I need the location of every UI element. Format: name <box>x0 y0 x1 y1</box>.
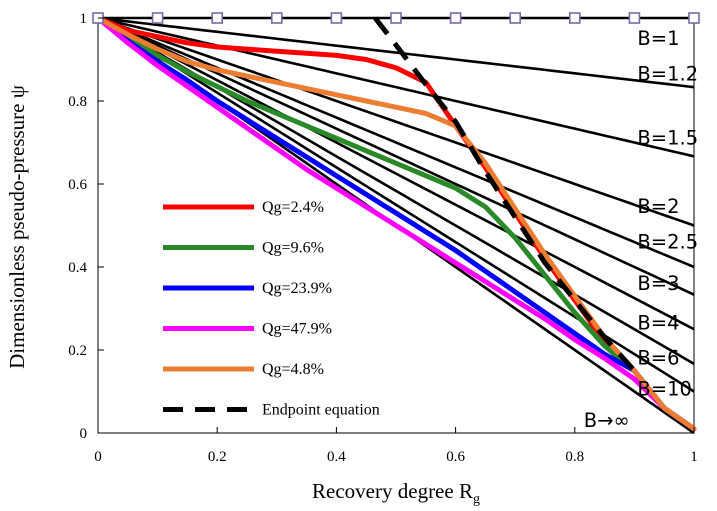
x-tick-label-4: 0.6 <box>446 449 465 465</box>
marker-5 <box>330 12 343 24</box>
b-label-9: B=10 <box>637 378 692 401</box>
legend-label-1: Qg=2.4% <box>262 199 324 216</box>
b-label-7: B=4 <box>637 311 679 334</box>
axes: 0 0.2 0.4 0.6 0.8 1 0 0.2 0.4 0.6 0.8 1 <box>68 11 698 465</box>
b-label-4: B=2 <box>637 195 679 218</box>
b-labels: B=1 B=1.2 B=1.5 B=2 B=2.5 B=3 B=4 B=6 B=10 B→∞ <box>584 27 698 432</box>
y-tick-label-3: 0.4 <box>68 260 87 276</box>
b-curve-4 <box>97 16 695 227</box>
y-tick-label-4: 0.6 <box>68 177 87 193</box>
legend-label-6: Endpoint equation <box>262 402 380 419</box>
x-tick-label-2: 0.2 <box>208 449 227 465</box>
b-curve-7 <box>97 16 695 331</box>
b-label-5: B=2.5 <box>637 230 698 253</box>
marker-4 <box>270 12 283 24</box>
series-line-2 <box>95 15 697 432</box>
x-axis-title-main: Recovery degree R <box>312 479 473 503</box>
b-curve-3 <box>97 16 695 158</box>
x-tick-label-5: 0.8 <box>565 449 584 465</box>
endpoint-curve <box>373 16 637 373</box>
x-tick-label-3: 0.4 <box>327 449 346 465</box>
legend-label-4: Qg=47.9% <box>262 321 332 338</box>
x-tick-label-1: 0 <box>94 449 102 465</box>
b-label-8: B=6 <box>637 347 679 370</box>
marker-11 <box>688 12 700 24</box>
b-label-2: B=1.2 <box>637 62 698 85</box>
b-curve-2 <box>97 16 695 89</box>
b-label-1: B=1 <box>637 27 679 50</box>
marker-3 <box>211 12 223 24</box>
marker-8 <box>509 12 522 24</box>
y-tick-label-6: 1 <box>80 11 88 27</box>
marker-10 <box>628 12 641 24</box>
b-label-10: B→∞ <box>584 409 630 432</box>
y-axis-title: Dimensionless pseudo-pressure ψ <box>5 85 29 369</box>
marker-9 <box>568 12 581 24</box>
series-line-5 <box>95 15 697 432</box>
y-tick-label-5: 0.8 <box>68 94 87 110</box>
marker-2 <box>151 12 164 24</box>
series-line-4 <box>95 15 697 432</box>
marker-7 <box>449 12 462 24</box>
endpoint-layer <box>373 16 637 373</box>
series-lines <box>95 15 697 432</box>
x-axis-title-subscript: g <box>473 492 480 507</box>
x-axis-title: Recovery degree Rg <box>312 479 480 507</box>
b-curve-5 <box>97 16 695 269</box>
marker-6 <box>390 12 402 24</box>
legend-label-5: Qg=4.8% <box>262 361 324 378</box>
x-tick-label-6: 1 <box>690 449 698 465</box>
y-tick-label-2: 0.2 <box>68 343 87 359</box>
b-label-6: B=3 <box>637 272 679 295</box>
y-tick-label-1: 0 <box>80 426 88 442</box>
legend: Qg=2.4% Qg=9.6% Qg=23.9% Qg=47.9% Qg=4.8% End… <box>163 199 380 419</box>
legend-label-2: Qg=9.6% <box>262 240 324 257</box>
b-label-3: B=1.5 <box>637 127 698 150</box>
legend-label-3: Qg=23.9% <box>262 280 332 297</box>
series-line-3 <box>95 15 697 432</box>
